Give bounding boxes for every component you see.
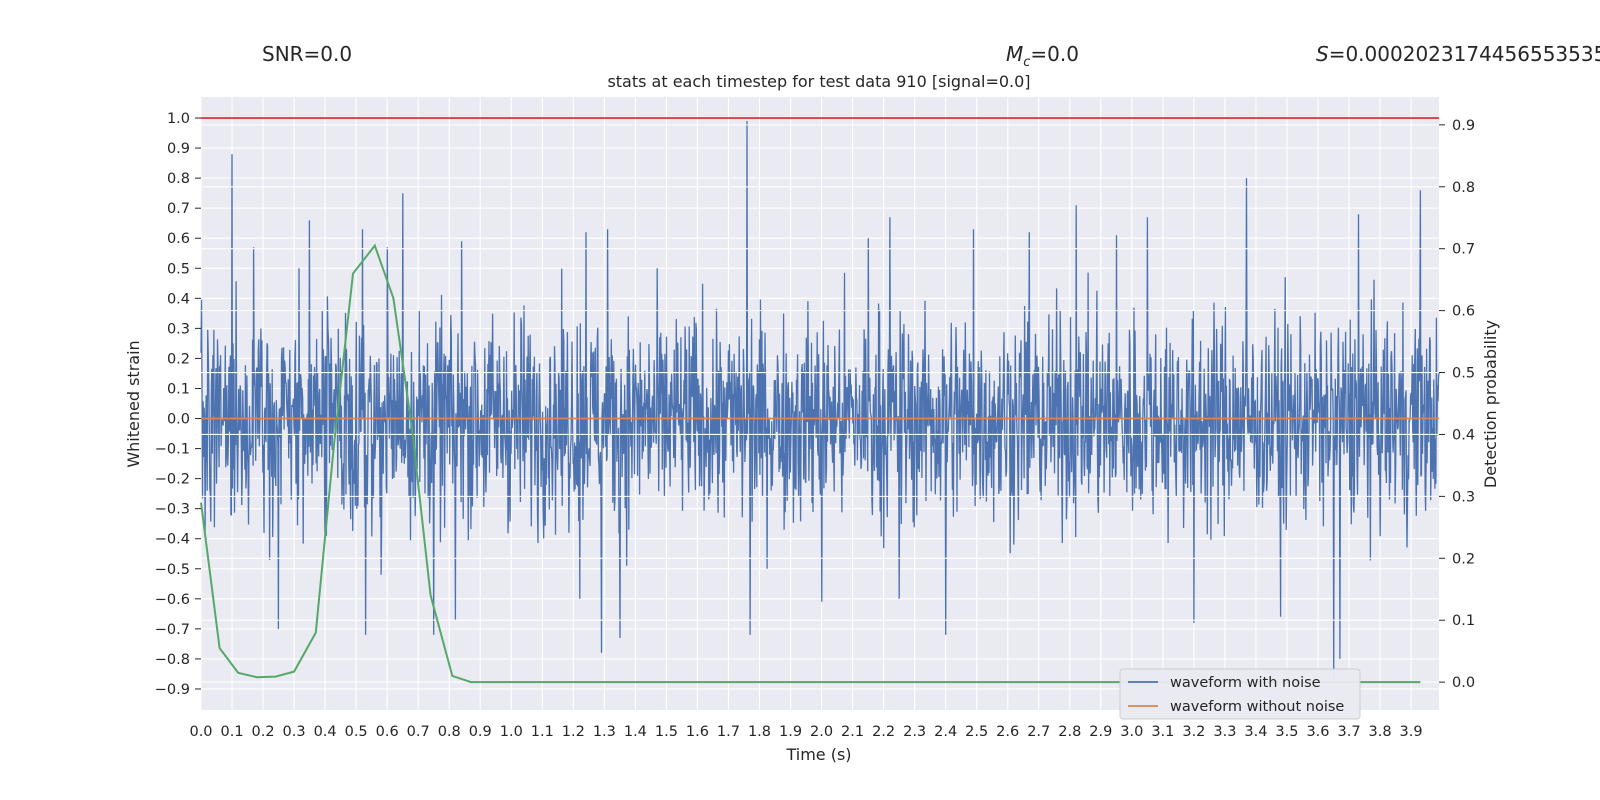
- waveform-with-noise-line: [200, 120, 1440, 681]
- x-tick-label: 2.2: [872, 724, 895, 740]
- x-tick-label: 3.9: [1400, 724, 1423, 740]
- y-tick-label: −0.7: [155, 622, 190, 638]
- x-tick-label: 0.4: [314, 724, 337, 740]
- x-tick-label: 1.6: [686, 724, 709, 740]
- legend: waveform with noise waveform without noi…: [1119, 668, 1361, 720]
- s-symbol: S: [1316, 42, 1329, 66]
- y-tick-label: −0.2: [155, 472, 190, 488]
- x-tick-label: 3.6: [1306, 724, 1329, 740]
- y-tick-label: 0.4: [167, 291, 190, 307]
- y-tick-label: −0.1: [155, 442, 190, 458]
- x-tick-label: 2.4: [934, 724, 957, 740]
- x-tick-label: 1.0: [500, 724, 523, 740]
- x-tick-label: 3.7: [1337, 724, 1360, 740]
- x-tick-label: 0.9: [469, 724, 492, 740]
- x-tick-label: 1.2: [562, 724, 585, 740]
- x-tick-label: 3.0: [1120, 724, 1143, 740]
- x-tick-label: 3.2: [1182, 724, 1205, 740]
- x-tick-label: 0.1: [220, 724, 243, 740]
- y2-axis-label: Detection probability: [1481, 320, 1500, 488]
- legend-label-with-noise: waveform with noise: [1170, 675, 1321, 691]
- y-tick-label: −0.6: [155, 592, 190, 608]
- series-lines: [200, 117, 1439, 684]
- y-axis-label: Whitened strain: [124, 340, 143, 467]
- y-tick-label: −0.9: [155, 682, 190, 698]
- mc-subscript: c: [1023, 55, 1030, 70]
- x-tick-label: 3.1: [1151, 724, 1174, 740]
- grid: [200, 97, 1439, 710]
- y-tick-label: −0.8: [155, 652, 190, 668]
- y2-tick-label: 0.8: [1452, 180, 1475, 196]
- y2-tick-label: 0.1: [1452, 613, 1475, 629]
- x-tick-label: 0.0: [189, 724, 212, 740]
- x-tick-label: 3.5: [1275, 724, 1298, 740]
- x-tick-label: 3.3: [1213, 724, 1236, 740]
- y-tick-label: 0.5: [167, 261, 190, 277]
- y-tick-label: 0.9: [167, 141, 190, 157]
- x-tick-label: 1.4: [624, 724, 647, 740]
- x-tick-label: 3.8: [1369, 724, 1392, 740]
- chirp-mass-text: Mc=0.0: [1006, 42, 1079, 70]
- y2-tick-label: 0.5: [1452, 366, 1475, 382]
- series-waveform-with-noise: [200, 120, 1440, 681]
- x-tick-label: 0.7: [407, 724, 430, 740]
- x-tick-label: 3.4: [1244, 724, 1267, 740]
- y2-tick-label: 0.9: [1452, 118, 1475, 134]
- y2-tick-label: 0.7: [1452, 242, 1475, 258]
- x-tick-label: 1.7: [717, 724, 740, 740]
- chart-title: stats at each timestep for test data 910…: [607, 72, 1030, 91]
- mc-symbol: M: [1006, 42, 1023, 66]
- y2-tick-label: 0.6: [1452, 304, 1475, 320]
- y-tick-label: 1.0: [167, 111, 190, 127]
- y-tick-label: 0.6: [167, 231, 190, 247]
- y-tick-label: 0.3: [167, 321, 190, 337]
- y-tick-label: −0.4: [155, 532, 190, 548]
- snr-text: SNR=0.0: [262, 42, 352, 66]
- x-tick-label: 2.0: [810, 724, 833, 740]
- s-statistic-text: S=0.00020231744565535355: [1316, 42, 1600, 66]
- x-tick-label: 2.3: [903, 724, 926, 740]
- x-tick-label: 1.1: [531, 724, 554, 740]
- y2-tick-label: 0.2: [1452, 551, 1475, 567]
- axes: 0.0 0.1 0.2 0.3 0.4 0.5 0.6 0.7 0.8 0.9 1.0 1.1 1.2 1…: [155, 111, 1475, 740]
- x-tick-label: 0.3: [283, 724, 306, 740]
- x-tick-label: 2.7: [1027, 724, 1050, 740]
- legend-label-without-noise: waveform without noise: [1170, 699, 1344, 715]
- detection-probability-line: [200, 243, 1421, 684]
- legend-box: [1119, 668, 1361, 720]
- y-tick-label: 0.0: [167, 412, 190, 428]
- y-tick-label: −0.5: [155, 562, 190, 578]
- x-tick-label: 2.9: [1089, 724, 1112, 740]
- x-axis-label: Time (s): [785, 745, 851, 764]
- y-tick-label: 0.7: [167, 201, 190, 217]
- x-tick-label: 0.6: [376, 724, 399, 740]
- x-tick-label: 2.5: [965, 724, 988, 740]
- x-tick-label: 0.8: [438, 724, 461, 740]
- s-value: =0.00020231744565535355: [1329, 42, 1600, 66]
- y2-tick-label: 0.4: [1452, 427, 1475, 443]
- y-tick-label: 0.8: [167, 171, 190, 187]
- x-tick-label: 2.8: [1058, 724, 1081, 740]
- x-tick-label: 2.1: [841, 724, 864, 740]
- mc-value: =0.0: [1030, 42, 1079, 66]
- y-tick-label: 0.1: [167, 381, 190, 397]
- x-tick-label: 2.6: [996, 724, 1019, 740]
- y-tick-label: 0.2: [167, 351, 190, 367]
- x-tick-label: 1.5: [655, 724, 678, 740]
- y-tick-label: −0.3: [155, 502, 190, 518]
- x-tick-label: 1.8: [748, 724, 771, 740]
- y2-tick-label: 0.3: [1452, 489, 1475, 505]
- y2-tick-label: 0.0: [1452, 675, 1475, 691]
- x-tick-label: 0.5: [345, 724, 368, 740]
- x-tick-label: 1.3: [593, 724, 616, 740]
- x-tick-label: 1.9: [779, 724, 802, 740]
- x-tick-label: 0.2: [252, 724, 275, 740]
